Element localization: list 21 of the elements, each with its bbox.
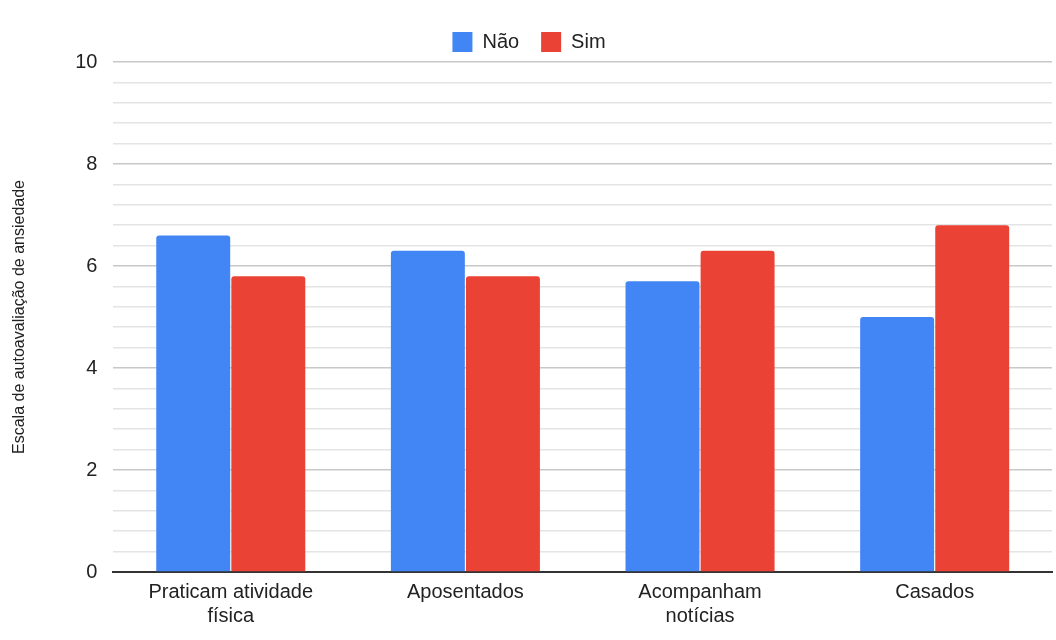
y-tick-label: 8 (86, 151, 98, 174)
bar (860, 317, 935, 572)
x-tick-label: Praticam atividade física (148, 579, 314, 626)
x-tick-label: Acompanham notícias (638, 579, 762, 626)
legend-label: Não (482, 29, 520, 52)
legend-label: Sim (571, 29, 606, 52)
bar (935, 225, 1010, 572)
bar (231, 276, 306, 572)
y-axis-title: Escala de autoavaliação de ansiedade (10, 179, 28, 454)
y-tick-label: 0 (86, 559, 98, 582)
x-tick-label: Aposentados (407, 579, 524, 602)
y-tick-label: 4 (86, 355, 98, 378)
bar (465, 276, 540, 572)
bar (625, 281, 700, 572)
bar (700, 250, 775, 572)
bar (390, 250, 465, 572)
y-tick-label: 10 (75, 49, 98, 72)
bar (156, 235, 231, 572)
y-tick-label: 6 (86, 253, 98, 276)
x-tick-label: Casados (895, 579, 975, 602)
y-tick-label: 2 (86, 457, 98, 480)
